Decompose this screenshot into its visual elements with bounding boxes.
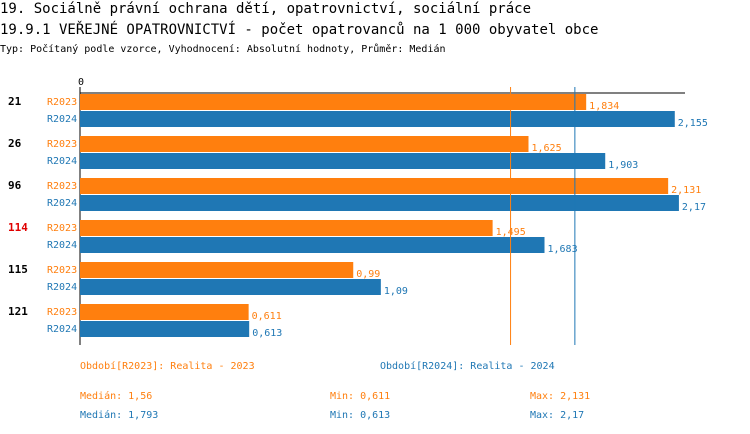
data-label: 2,155 [678,118,708,129]
data-label: 0,613 [252,328,282,339]
bar-r2023 [80,262,354,278]
series-label: R2023 [47,139,77,150]
stat-max-r2024: Max: 2,17 [530,410,585,421]
legend-r2023: Období[R2023]: Realita - 2023 [80,361,255,372]
stat-max-r2023: Max: 2,131 [530,391,591,402]
chart-type-info: Typ: Počítaný podle vzorce, Vyhodnocení:… [0,44,446,55]
stat-median-r2023: Medián: 1,56 [80,391,153,402]
series-label: R2024 [47,324,77,335]
bar-r2023 [80,220,493,236]
chart-subtitle: 19.9.1 VEŘEJNÉ OPATROVNICTVÍ - počet opa… [0,22,599,38]
category-label: 26 [8,137,22,150]
bar-r2024 [80,321,250,337]
data-label: 0,99 [356,269,380,280]
bar-r2023 [80,178,669,194]
bar-r2023 [80,136,529,152]
series-label: R2024 [47,240,77,251]
data-label: 1,09 [384,286,408,297]
bar-r2023 [80,304,249,320]
bar-r2023 [80,94,587,110]
data-label: 2,131 [671,185,701,196]
category-label: 21 [8,95,22,108]
series-label: R2024 [47,156,77,167]
category-label: 121 [8,305,28,318]
data-label: 2,17 [682,202,706,213]
bar-r2024 [80,237,545,253]
category-label: 114 [8,221,28,234]
bar-r2024 [80,279,381,295]
bar-r2024 [80,195,679,211]
x-axis-origin-label: 0 [78,77,84,88]
series-label: R2024 [47,114,77,125]
series-label: R2023 [47,223,77,234]
series-label: R2023 [47,265,77,276]
data-label: 0,611 [252,311,282,322]
bar-r2024 [80,111,675,127]
data-label: 1,625 [532,143,562,154]
series-label: R2024 [47,198,77,209]
category-label: 115 [8,263,28,276]
series-label: R2023 [47,181,77,192]
stat-min-r2023: Min: 0,611 [330,391,391,402]
series-label: R2024 [47,282,77,293]
stat-median-r2024: Medián: 1,793 [80,410,159,421]
data-label: 1,834 [589,101,619,112]
chart-title: 19. Sociálně právní ochrana dětí, opatro… [0,1,532,17]
category-label: 96 [8,179,22,192]
data-label: 1,903 [608,160,638,171]
bar-r2024 [80,153,606,169]
data-label: 1,683 [548,244,578,255]
series-label: R2023 [47,97,77,108]
legend-r2024: Období[R2024]: Realita - 2024 [380,361,555,372]
stat-min-r2024: Min: 0,613 [330,410,391,421]
series-label: R2023 [47,307,77,318]
